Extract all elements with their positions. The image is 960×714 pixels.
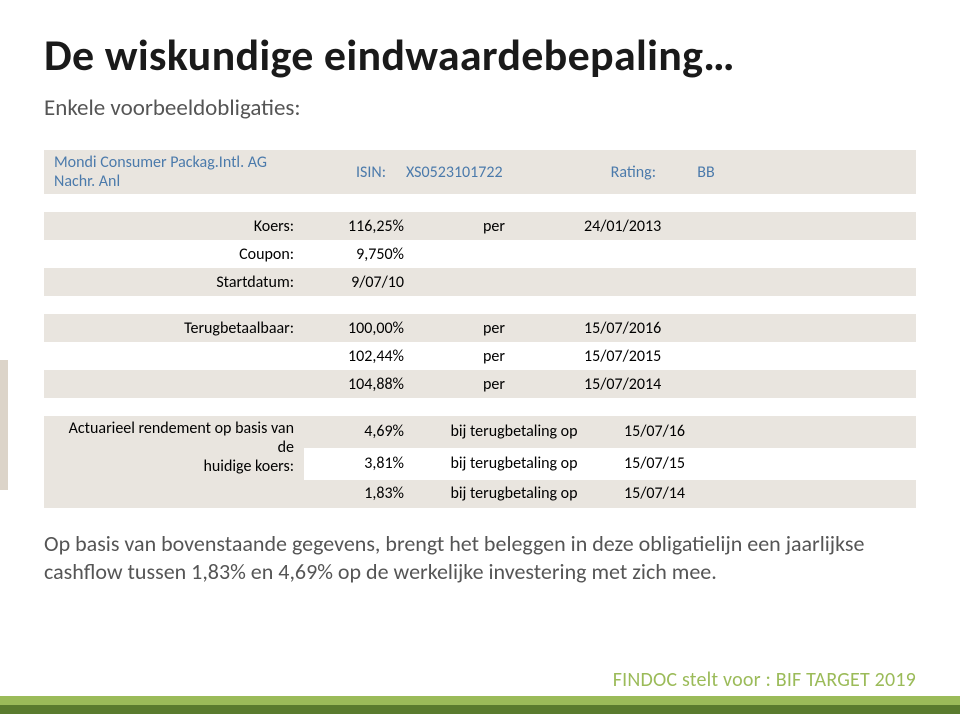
conclusion-text: Op basis van bovenstaande gegevens, bren… <box>44 530 904 586</box>
cell-value: 3,81% <box>304 448 414 480</box>
cell-date: 15/07/2016 <box>574 314 744 342</box>
table-pricing: Koers: 116,25% per 24/01/2013 Coupon: 9,… <box>44 212 916 296</box>
yield-label-line2: huidige koers: <box>203 457 294 476</box>
table-header: Mondi Consumer Packag.Intl. AG Nachr. An… <box>44 150 916 194</box>
cell-label: Koers: <box>44 212 304 240</box>
cell-desc: bij terugbetaling op <box>414 448 614 480</box>
cell-value: 102,44% <box>304 342 414 370</box>
left-deco <box>0 360 8 490</box>
cell-per: per <box>414 314 574 342</box>
cell-value: 9,750% <box>304 240 414 268</box>
isin-label: ISIN: <box>316 150 396 194</box>
cell-value: 104,88% <box>304 370 414 398</box>
cell-value: 1,83% <box>304 480 414 508</box>
table-yield: Actuarieel rendement op basis van de hui… <box>44 416 916 508</box>
cell-date: 15/07/15 <box>614 448 744 480</box>
cell-date: 15/07/2015 <box>574 342 744 370</box>
yield-label-line1: Actuarieel rendement op basis van de <box>69 419 294 457</box>
cell-value: 4,69% <box>304 416 414 448</box>
footer-band-dark <box>0 705 960 714</box>
footer-text: FINDOC stelt voor : BIF TARGET 2019 <box>613 668 916 692</box>
slide: De wiskundige eindwaardebepaling… Enkele… <box>0 0 960 714</box>
cell-date: 15/07/14 <box>614 480 744 508</box>
cell-label: Terugbetaalbaar: <box>44 314 304 342</box>
cell-desc: bij terugbetaling op <box>414 480 614 508</box>
bond-name: Mondi Consumer Packag.Intl. AG Nachr. An… <box>44 150 316 194</box>
cell-date: 24/01/2013 <box>574 212 744 240</box>
cell-per: per <box>414 342 574 370</box>
cell-value: 116,25% <box>304 212 414 240</box>
cell-label: Coupon: <box>44 240 304 268</box>
cell-desc: bij terugbetaling op <box>414 416 614 448</box>
tables-container: Mondi Consumer Packag.Intl. AG Nachr. An… <box>44 150 916 508</box>
cell-per: per <box>414 212 574 240</box>
slide-title: De wiskundige eindwaardebepaling… <box>44 28 916 82</box>
rating-label: Rating: <box>566 150 666 194</box>
cell-label: Startdatum: <box>44 268 304 296</box>
cell-value: 9/07/10 <box>304 268 414 296</box>
rating-value: BB <box>666 150 746 194</box>
cell-date: 15/07/16 <box>614 416 744 448</box>
cell-per: per <box>414 370 574 398</box>
table-redemption: Terugbetaalbaar: 100,00% per 15/07/2016 … <box>44 314 916 398</box>
cell-value: 100,00% <box>304 314 414 342</box>
isin-value: XS0523101722 <box>396 150 566 194</box>
cell-date: 15/07/2014 <box>574 370 744 398</box>
slide-subtitle: Enkele voorbeeldobligaties: <box>44 94 916 122</box>
